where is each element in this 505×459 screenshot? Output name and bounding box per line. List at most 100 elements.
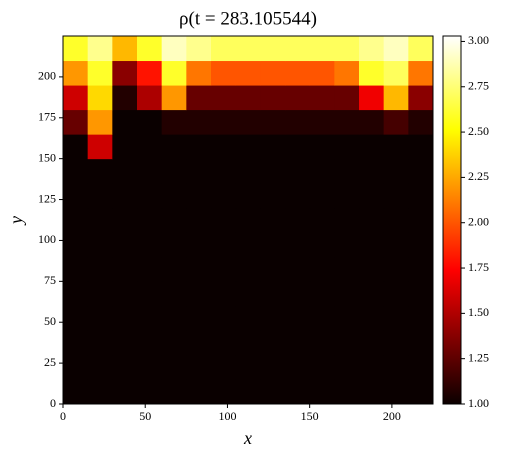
heat-cell xyxy=(161,281,187,307)
heat-cell xyxy=(408,134,434,160)
heat-cell xyxy=(161,134,187,160)
heat-cell xyxy=(211,379,237,405)
heat-cell xyxy=(285,256,311,282)
heat-cell xyxy=(186,109,212,135)
heat-cell xyxy=(87,232,113,258)
heat-cell xyxy=(359,109,385,135)
heat-cell xyxy=(137,207,163,233)
heat-cell xyxy=(260,379,286,405)
heat-cell xyxy=(112,85,138,111)
plot-frame xyxy=(62,35,434,405)
heat-cell xyxy=(63,330,89,356)
colorbar xyxy=(442,35,462,405)
heat-cell xyxy=(334,36,360,62)
heat-cell xyxy=(309,379,335,405)
heat-cell xyxy=(383,158,409,184)
heat-cell xyxy=(383,183,409,209)
heat-cell xyxy=(161,85,187,111)
heat-cell xyxy=(137,183,163,209)
heat-cell xyxy=(63,207,89,233)
heat-cell xyxy=(359,60,385,86)
heat-cell xyxy=(63,281,89,307)
heat-cell xyxy=(359,256,385,282)
heat-cell xyxy=(112,109,138,135)
heat-cell xyxy=(87,281,113,307)
heat-cell xyxy=(87,134,113,160)
heat-cell xyxy=(161,256,187,282)
colorbar-tick-label: 2.25 xyxy=(468,169,489,183)
heat-cell xyxy=(383,36,409,62)
heat-cell xyxy=(112,305,138,331)
colorbar-tick-label: 1.75 xyxy=(468,260,489,274)
heat-cell xyxy=(87,256,113,282)
heat-cell xyxy=(260,158,286,184)
heat-cell xyxy=(383,330,409,356)
y-tick-label: 75 xyxy=(44,273,56,287)
heat-cell xyxy=(87,183,113,209)
heat-cell xyxy=(87,330,113,356)
heat-cell xyxy=(112,281,138,307)
heat-cell xyxy=(408,60,434,86)
heat-cell xyxy=(211,36,237,62)
heat-cell xyxy=(334,85,360,111)
heat-cell xyxy=(285,183,311,209)
heat-cell xyxy=(235,305,261,331)
heat-cell xyxy=(186,134,212,160)
heat-cell xyxy=(186,232,212,258)
heat-cell xyxy=(309,134,335,160)
heat-cell xyxy=(285,60,311,86)
heat-cell xyxy=(211,158,237,184)
heat-cell xyxy=(334,379,360,405)
heat-cell xyxy=(112,134,138,160)
heat-cell xyxy=(186,158,212,184)
heat-cell xyxy=(137,158,163,184)
colorbar-tick-label: 3.00 xyxy=(468,33,489,47)
heat-cell xyxy=(87,305,113,331)
heat-cell xyxy=(235,134,261,160)
heat-cell xyxy=(309,183,335,209)
x-tick-label: 150 xyxy=(301,409,319,423)
heat-cell xyxy=(137,379,163,405)
heat-cell xyxy=(408,183,434,209)
heat-cell xyxy=(309,207,335,233)
heat-cell xyxy=(334,256,360,282)
heat-cell xyxy=(186,281,212,307)
heat-cell xyxy=(211,330,237,356)
heat-cell xyxy=(161,183,187,209)
heat-cell xyxy=(211,134,237,160)
heat-cell xyxy=(63,305,89,331)
heat-cell xyxy=(211,256,237,282)
heat-cell xyxy=(186,379,212,405)
heat-cell xyxy=(383,207,409,233)
heat-cell xyxy=(309,281,335,307)
heat-cell xyxy=(137,232,163,258)
heat-cell xyxy=(112,60,138,86)
heat-cell xyxy=(408,256,434,282)
heat-cell xyxy=(408,232,434,258)
heat-cell xyxy=(161,379,187,405)
y-tick-label: 175 xyxy=(38,110,56,124)
heat-cell xyxy=(334,109,360,135)
y-tick-label: 200 xyxy=(38,69,56,83)
colorbar-tick-label: 2.00 xyxy=(468,214,489,228)
x-tick-label: 50 xyxy=(139,409,151,423)
heat-cell xyxy=(285,281,311,307)
heat-cell xyxy=(285,36,311,62)
y-tick-label: 50 xyxy=(44,314,56,328)
heat-cell xyxy=(260,207,286,233)
heat-cell xyxy=(63,232,89,258)
heat-cell xyxy=(87,354,113,380)
y-tick-label: 0 xyxy=(50,396,56,410)
heat-cell xyxy=(63,109,89,135)
heat-cell xyxy=(87,109,113,135)
heat-cell xyxy=(112,379,138,405)
heat-cell xyxy=(161,354,187,380)
heat-cell xyxy=(235,232,261,258)
heat-cell xyxy=(63,379,89,405)
heat-cell xyxy=(359,85,385,111)
heat-cell xyxy=(161,305,187,331)
heat-cell xyxy=(383,379,409,405)
heat-cell xyxy=(408,36,434,62)
heat-cell xyxy=(408,330,434,356)
heat-cell xyxy=(260,183,286,209)
